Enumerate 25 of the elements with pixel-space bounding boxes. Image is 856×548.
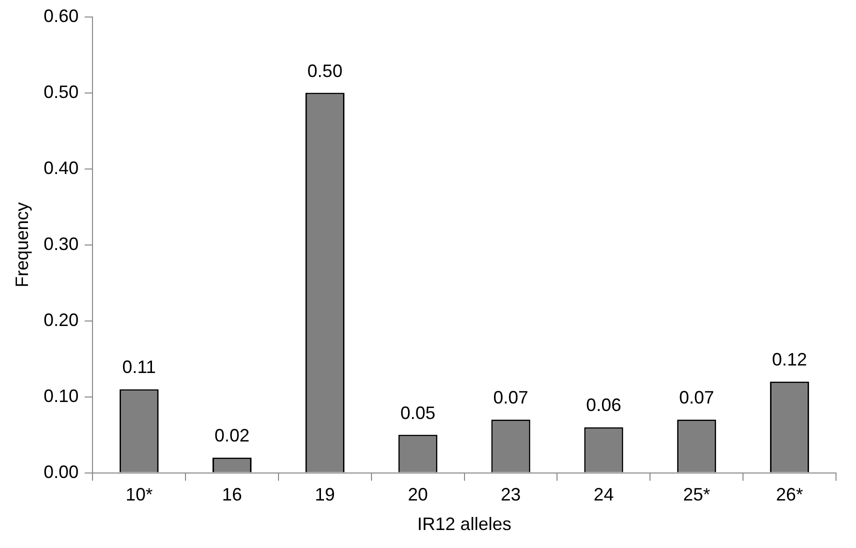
y-tick-label: 0.30 <box>44 234 79 254</box>
x-tick-label: 25* <box>683 484 710 505</box>
y-tick-label: 0.50 <box>44 82 79 102</box>
y-tick-label: 0.10 <box>44 386 79 406</box>
x-tick-label: 16 <box>222 484 242 505</box>
y-tick-label: 0.20 <box>44 310 79 330</box>
data-label: 0.05 <box>400 402 436 423</box>
data-label: 0.07 <box>493 388 528 408</box>
x-tick-label: 26* <box>776 484 804 505</box>
data-label: 0.50 <box>307 60 342 81</box>
y-tick-label: 0.00 <box>44 462 79 482</box>
x-tick-label: 23 <box>500 484 521 505</box>
x-tick-label: 20 <box>408 484 428 505</box>
x-tick-label: 10* <box>126 484 153 505</box>
data-label: 0.02 <box>214 426 250 446</box>
data-label: 0.06 <box>586 395 622 416</box>
data-label: 0.07 <box>679 388 714 408</box>
y-axis-title: Frequency <box>12 202 32 288</box>
y-tick-label: 0.40 <box>44 158 79 178</box>
data-label: 0.12 <box>772 350 808 370</box>
y-tick-label: 0.60 <box>44 6 79 26</box>
x-axis-title: IR12 alleles <box>417 514 512 534</box>
x-tick-label: 24 <box>594 484 614 505</box>
x-tick-label: 19 <box>314 484 335 505</box>
data-label: 0.11 <box>122 357 156 378</box>
